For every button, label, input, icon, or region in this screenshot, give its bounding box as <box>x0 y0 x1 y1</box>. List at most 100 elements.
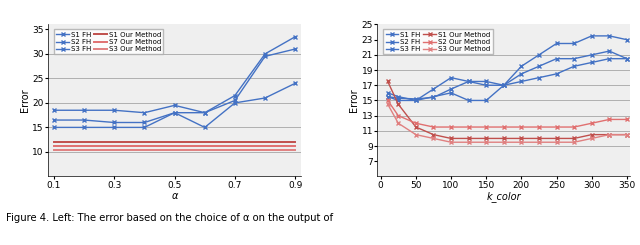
Line: S1 FH: S1 FH <box>386 34 629 101</box>
S1 FH <box>535 53 543 56</box>
Legend: S1 FH, S2 FH, S3 FH, S1 Our Method, S7 Our Method, S3 Our Method: S1 FH, S2 FH, S3 FH, S1 Our Method, S7 O… <box>54 29 163 54</box>
Text: Figure 4. Left: The error based on the choice of α on the output of: Figure 4. Left: The error based on the c… <box>6 213 333 223</box>
S1 FH <box>518 65 525 68</box>
S2 Our Method <box>500 125 508 128</box>
S2 FH <box>447 91 455 94</box>
S2 Our Method <box>570 125 578 128</box>
S3 FH <box>50 126 58 129</box>
Line: S2 Our Method: S2 Our Method <box>386 98 629 129</box>
S3 Our Method <box>429 137 437 140</box>
S2 Our Method <box>412 122 420 125</box>
S1 Our Method <box>535 137 543 140</box>
S3 Our Method <box>483 141 490 144</box>
S2 Our Method <box>447 125 455 128</box>
S1 FH <box>429 96 437 99</box>
S2 Our Method <box>429 125 437 128</box>
S3 FH <box>231 101 239 104</box>
S1 FH <box>261 52 269 55</box>
S1 FH <box>50 109 58 112</box>
S2 Our Method <box>465 125 472 128</box>
S1 Our Method <box>570 137 578 140</box>
S3 FH <box>465 80 472 83</box>
S2 Our Method <box>553 125 561 128</box>
S1 FH <box>483 84 490 87</box>
S3 Our Method <box>518 141 525 144</box>
Line: S2 FH: S2 FH <box>386 49 629 103</box>
S3 FH <box>412 99 420 102</box>
S2 Our Method <box>623 118 631 121</box>
S3 FH <box>570 65 578 68</box>
S1 FH <box>384 95 392 98</box>
S3 FH <box>291 82 299 85</box>
S3 FH <box>201 126 209 129</box>
S1 FH <box>231 94 239 97</box>
S2 Our Method <box>394 114 402 117</box>
S3 FH <box>588 61 596 64</box>
S1 Our Method <box>553 137 561 140</box>
S3 Our Method <box>500 141 508 144</box>
S1 FH <box>412 98 420 100</box>
S1 FH <box>500 84 508 87</box>
S3 Our Method <box>384 103 392 106</box>
S1 FH <box>201 111 209 114</box>
Line: S3 FH: S3 FH <box>386 57 629 103</box>
S1 Our Method <box>605 133 613 136</box>
S3 FH <box>483 80 490 83</box>
S2 FH <box>535 65 543 68</box>
X-axis label: α: α <box>172 191 178 201</box>
S1 FH <box>553 42 561 45</box>
S2 FH <box>623 57 631 60</box>
S3 FH <box>81 126 88 129</box>
S3 FH <box>623 57 631 60</box>
S2 FH <box>291 48 299 50</box>
S3 Our Method <box>465 141 472 144</box>
S1 Our Method <box>384 80 392 83</box>
S2 FH <box>231 99 239 102</box>
S2 Our Method <box>518 125 525 128</box>
S1 FH <box>623 38 631 41</box>
S3 FH <box>518 80 525 83</box>
S1 Our Method <box>429 133 437 136</box>
S2 Our Method <box>483 125 490 128</box>
S1 Our Method <box>483 137 490 140</box>
S3 FH <box>171 111 179 114</box>
S1 FH <box>447 87 455 90</box>
S3 Our Method <box>570 141 578 144</box>
Line: S2 FH: S2 FH <box>52 47 298 125</box>
S3 FH <box>553 72 561 75</box>
Line: S1 Our Method: S1 Our Method <box>386 79 629 141</box>
S1 Our Method <box>518 137 525 140</box>
S1 Our Method <box>465 137 472 140</box>
S2 FH <box>429 95 437 98</box>
S3 Our Method <box>588 137 596 140</box>
S2 FH <box>50 119 58 122</box>
S2 Our Method <box>384 99 392 102</box>
Y-axis label: Error: Error <box>20 89 29 112</box>
Line: S3 Our Method: S3 Our Method <box>386 102 629 144</box>
S2 Our Method <box>535 125 543 128</box>
S1 FH <box>605 34 613 37</box>
Legend: S1 FH, S2 FH, S3 FH, S1 Our Method, S2 Our Method, S3 Our Method: S1 FH, S2 FH, S3 FH, S1 Our Method, S2 O… <box>383 29 493 54</box>
S1 Our Method <box>588 133 596 136</box>
Line: S3 FH: S3 FH <box>52 81 298 130</box>
S2 FH <box>81 119 88 122</box>
S2 FH <box>483 99 490 102</box>
S2 FH <box>171 111 179 114</box>
S1 FH <box>141 111 148 114</box>
S1 FH <box>394 97 402 100</box>
S3 FH <box>535 76 543 79</box>
Y-axis label: Error: Error <box>349 89 359 112</box>
S3 Our Method <box>605 133 613 136</box>
S3 FH <box>111 126 118 129</box>
S1 Our Method <box>623 133 631 136</box>
S2 FH <box>570 57 578 60</box>
S2 FH <box>141 121 148 124</box>
S3 FH <box>429 87 437 90</box>
S1 FH <box>588 34 596 37</box>
S2 FH <box>201 111 209 114</box>
S2 FH <box>111 121 118 124</box>
X-axis label: k_color: k_color <box>486 191 521 202</box>
S2 FH <box>465 99 472 102</box>
S1 FH <box>111 109 118 112</box>
S2 FH <box>553 57 561 60</box>
